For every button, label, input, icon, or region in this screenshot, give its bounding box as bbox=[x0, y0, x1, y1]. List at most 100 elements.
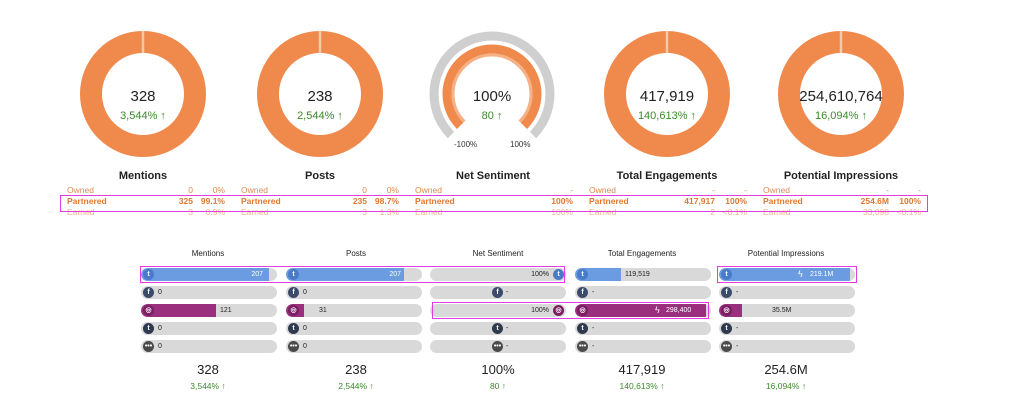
tumblr-icon: t bbox=[721, 323, 732, 334]
bottom-mentions-title: Mentions bbox=[191, 249, 225, 258]
bar-value: 0 bbox=[158, 343, 162, 350]
bottom-posts-total: 238 bbox=[345, 362, 367, 377]
bar-fill bbox=[286, 268, 405, 281]
mentions-instagram-bar: ◎ 121 bbox=[141, 304, 277, 317]
row-label: Partnered bbox=[67, 196, 107, 206]
twitter-icon: t bbox=[288, 269, 299, 280]
row-percent: 1.3% bbox=[379, 207, 399, 217]
more-icon: ••• bbox=[492, 341, 503, 352]
breakdown-row-earned: Earned 3 0.9% bbox=[67, 207, 225, 218]
tumblr-icon: t bbox=[577, 323, 588, 334]
posts-donut: 238 2,544% ↑ bbox=[256, 30, 384, 158]
breakdown-row-earned: Earned 33,098 <0.1% bbox=[763, 207, 921, 218]
bottom-net-sentiment-title: Net Sentiment bbox=[472, 249, 524, 258]
bar-fill bbox=[141, 304, 216, 317]
bar-value: - bbox=[506, 343, 509, 350]
engagements-value: 417,919 bbox=[639, 88, 695, 105]
row-count: 3 bbox=[188, 207, 193, 217]
row-label: Earned bbox=[241, 207, 269, 217]
row-percent: - bbox=[570, 185, 573, 195]
bar-value: 119,519 bbox=[625, 271, 650, 278]
mentions-value: 328 bbox=[130, 88, 156, 105]
row-percent: - bbox=[918, 185, 921, 195]
more-icon: ••• bbox=[721, 341, 732, 352]
bottom-mentions-growth: 3,544% ↑ bbox=[190, 381, 226, 391]
bottom-impressions-growth: 16,094% ↑ bbox=[765, 381, 807, 391]
sentiment-instagram-bar: 100% ◎ bbox=[430, 304, 566, 317]
breakdown-row-partnered: Partnered 325 99.1% bbox=[67, 196, 225, 207]
posts-tumblr-bar: t 0 bbox=[286, 322, 422, 335]
row-count: 254.6M bbox=[860, 196, 889, 206]
facebook-icon: f bbox=[143, 287, 154, 298]
breakdown-row-partnered: Partnered 100% bbox=[415, 196, 573, 207]
bar-value: 100% bbox=[531, 271, 549, 278]
row-percent: <0.1% bbox=[722, 207, 747, 217]
row-label: Owned bbox=[763, 185, 790, 195]
lightning-icon: ϟ bbox=[655, 305, 660, 315]
row-percent: 100% bbox=[725, 196, 747, 206]
twitter-icon: t bbox=[143, 269, 154, 280]
mentions-growth: 3,544% ↑ bbox=[120, 110, 166, 122]
engagements-twitter-bar: t 119,519 bbox=[575, 268, 711, 281]
bottom-net-sentiment-growth: 80 ↑ bbox=[489, 381, 507, 391]
breakdown-row-earned: Earned 100% bbox=[415, 207, 573, 218]
sentiment-twitter-bar: 100% t bbox=[430, 268, 566, 281]
bar-value: 0 bbox=[303, 343, 307, 350]
bar-value: 0 bbox=[158, 325, 162, 332]
row-count: 0 bbox=[188, 185, 193, 195]
instagram-icon: ◎ bbox=[721, 305, 732, 316]
mentions-breakdown: Owned 0 0% Partnered 325 99.1% Earned 3 0.9% bbox=[67, 185, 225, 218]
bar-fill bbox=[575, 304, 706, 317]
twitter-icon: t bbox=[721, 269, 732, 280]
posts-donut-ring bbox=[257, 31, 383, 157]
row-label: Earned bbox=[763, 207, 791, 217]
row-count: - bbox=[886, 185, 889, 195]
bar-value: - bbox=[592, 343, 595, 350]
row-label: Earned bbox=[589, 207, 617, 217]
tumblr-icon: t bbox=[492, 323, 503, 334]
breakdown-row-partnered: Partnered 417,917 100% bbox=[589, 196, 747, 207]
sentiment-facebook-bar: f - bbox=[430, 286, 566, 299]
mentions-twitter-bar: t 207 bbox=[141, 268, 277, 281]
breakdown-row-owned: Owned 0 0% bbox=[67, 185, 225, 196]
row-count: 3 bbox=[362, 207, 367, 217]
impressions-donut-ring bbox=[778, 31, 904, 157]
engagements-donut: 417,919 140,613% ↑ bbox=[603, 30, 731, 158]
sentiment-tumblr-bar: t - bbox=[430, 322, 566, 335]
row-percent: 0.9% bbox=[205, 207, 225, 217]
bar-fill bbox=[141, 268, 269, 281]
net-sentiment-gauge: 100% 80 ↑ -100% 100% bbox=[428, 30, 556, 158]
facebook-icon: f bbox=[577, 287, 588, 298]
bar-value: - bbox=[506, 289, 509, 296]
bottom-mentions-total: 328 bbox=[197, 362, 219, 377]
net-sentiment-breakdown: Owned - Partnered 100% Earned 100% bbox=[415, 185, 573, 218]
net-sentiment-gauge-arcs bbox=[429, 31, 555, 139]
posts-value: 238 bbox=[307, 88, 333, 105]
instagram-icon: ◎ bbox=[288, 305, 299, 316]
impressions-facebook-bar: f - bbox=[719, 286, 855, 299]
bar-value: - bbox=[592, 325, 595, 332]
bar-value: 35.5M bbox=[772, 307, 792, 314]
row-percent: - bbox=[744, 185, 747, 195]
engagements-facebook-bar: f - bbox=[575, 286, 711, 299]
breakdown-row-owned: Owned - - bbox=[589, 185, 747, 196]
row-percent: 0% bbox=[212, 185, 225, 195]
facebook-icon: f bbox=[492, 287, 503, 298]
impressions-donut: 254,610,764 16,094% ↑ bbox=[777, 30, 905, 158]
impressions-instagram-bar: ◎ 35.5M bbox=[719, 304, 855, 317]
tumblr-icon: t bbox=[288, 323, 299, 334]
bar-value: - bbox=[736, 343, 739, 350]
impressions-growth: 16,094% ↑ bbox=[815, 110, 867, 122]
impressions-breakdown: Owned - - Partnered 254.6M 100% Earned 33,098… bbox=[763, 185, 921, 218]
twitter-icon: t bbox=[553, 269, 564, 280]
row-label: Owned bbox=[589, 185, 616, 195]
impressions-other-bar: ••• - bbox=[719, 340, 855, 353]
breakdown-row-owned: Owned - bbox=[415, 185, 573, 196]
bar-value: 0 bbox=[303, 325, 307, 332]
tumblr-icon: t bbox=[143, 323, 154, 334]
engagements-growth: 140,613% ↑ bbox=[637, 110, 697, 122]
engagements-donut-ring bbox=[604, 31, 730, 157]
breakdown-row-earned: Earned 3 1.3% bbox=[241, 207, 399, 218]
mentions-donut-ring bbox=[80, 31, 206, 157]
row-count: 2 bbox=[710, 207, 715, 217]
